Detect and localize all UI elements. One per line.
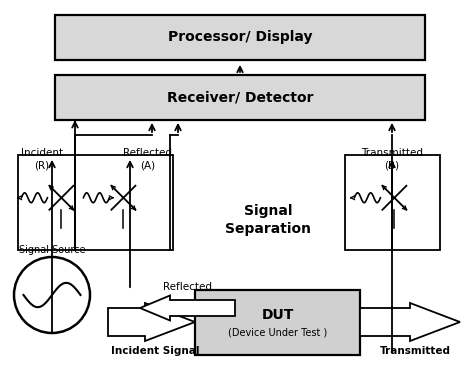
Polygon shape	[360, 303, 460, 341]
Text: Receiver/ Detector: Receiver/ Detector	[167, 90, 313, 104]
Polygon shape	[140, 296, 235, 321]
Text: Transmitted: Transmitted	[380, 346, 450, 356]
Text: (Device Under Test ): (Device Under Test )	[228, 327, 327, 337]
Bar	[195, 290, 360, 355]
Polygon shape	[108, 303, 195, 341]
Text: Processor/ Display: Processor/ Display	[168, 31, 312, 45]
Bar	[345, 155, 440, 250]
Text: Incident Signal: Incident Signal	[111, 346, 199, 356]
Bar	[55, 75, 425, 120]
Text: DUT: DUT	[261, 308, 294, 322]
Text: Incident
(R): Incident (R)	[21, 148, 63, 170]
Text: Reflected
(A): Reflected (A)	[124, 148, 173, 170]
Bar	[18, 155, 173, 250]
Text: Signal
Separation: Signal Separation	[225, 204, 311, 235]
Text: Transmitted
(B): Transmitted (B)	[361, 148, 423, 170]
Text: Reflected: Reflected	[164, 282, 212, 292]
Text: Signal Source: Signal Source	[19, 245, 85, 255]
Bar	[55, 15, 425, 60]
